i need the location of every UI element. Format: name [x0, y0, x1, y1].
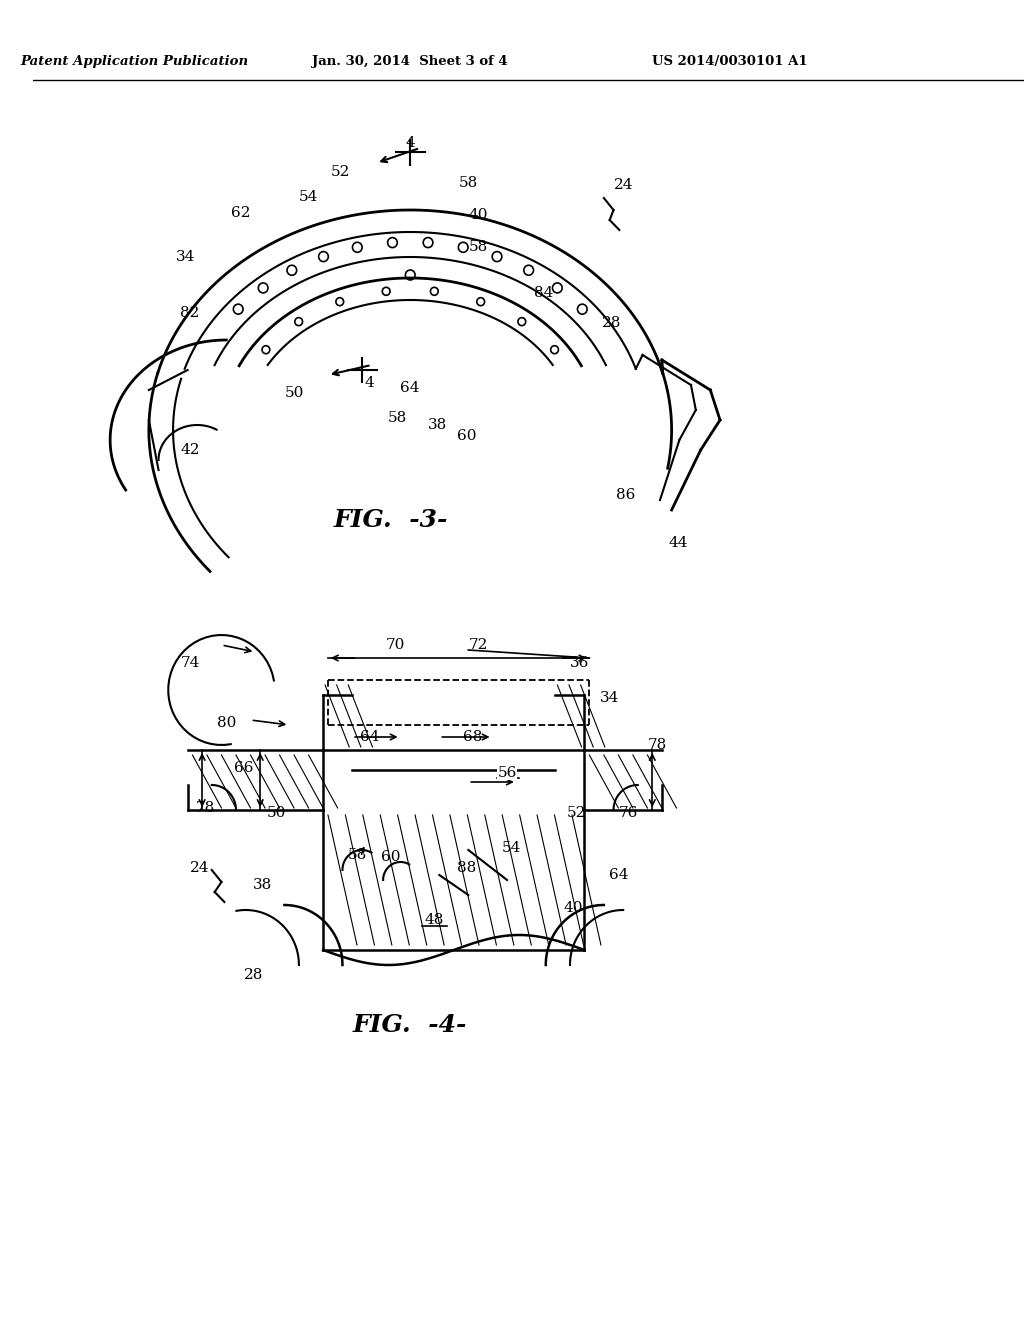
Text: 44: 44: [669, 536, 688, 550]
Text: 58: 58: [459, 176, 478, 190]
Text: 68: 68: [464, 730, 483, 744]
Text: 54: 54: [502, 841, 521, 855]
Text: 64: 64: [359, 730, 379, 744]
Text: 78: 78: [647, 738, 667, 752]
Text: 70: 70: [386, 638, 406, 652]
Text: 4: 4: [406, 136, 415, 150]
Text: Jan. 30, 2014  Sheet 3 of 4: Jan. 30, 2014 Sheet 3 of 4: [312, 55, 508, 69]
Text: 54: 54: [299, 190, 318, 205]
Text: 4: 4: [365, 376, 375, 389]
Text: 76: 76: [618, 807, 638, 820]
Text: 50: 50: [267, 807, 287, 820]
Text: 72: 72: [468, 638, 487, 652]
Text: 50: 50: [285, 385, 304, 400]
Text: 74: 74: [181, 656, 200, 671]
Text: 58: 58: [347, 847, 367, 862]
Text: 36: 36: [570, 656, 590, 671]
Text: 82: 82: [180, 306, 200, 319]
Text: 86: 86: [616, 488, 636, 502]
Text: 58: 58: [388, 411, 408, 425]
Text: 64: 64: [400, 381, 420, 395]
Text: 64: 64: [608, 869, 628, 882]
Text: 40: 40: [563, 902, 583, 915]
Text: 52: 52: [567, 807, 587, 820]
Text: 66: 66: [233, 762, 254, 775]
Text: FIG.  -4-: FIG. -4-: [353, 1012, 467, 1038]
Text: 80: 80: [217, 715, 236, 730]
Text: 58: 58: [468, 240, 487, 253]
Text: 24: 24: [613, 178, 633, 191]
Text: 28: 28: [244, 968, 263, 982]
Text: US 2014/0030101 A1: US 2014/0030101 A1: [652, 55, 808, 69]
Text: 42: 42: [180, 444, 201, 457]
Text: 78: 78: [196, 801, 215, 814]
Text: 84: 84: [535, 286, 554, 300]
Text: 60: 60: [381, 850, 400, 865]
Text: Patent Application Publication: Patent Application Publication: [20, 55, 249, 69]
Text: 24: 24: [190, 861, 210, 875]
Text: 88: 88: [457, 861, 476, 875]
Text: 48: 48: [425, 913, 444, 927]
Text: 56: 56: [498, 766, 517, 780]
Text: 40: 40: [468, 209, 487, 222]
Text: 28: 28: [602, 315, 622, 330]
Text: 34: 34: [600, 690, 620, 705]
Text: 38: 38: [428, 418, 446, 432]
Text: 62: 62: [231, 206, 251, 220]
Text: 38: 38: [253, 878, 271, 892]
Text: 52: 52: [331, 165, 350, 180]
Text: 34: 34: [176, 249, 196, 264]
Text: FIG.  -3-: FIG. -3-: [334, 508, 449, 532]
Text: 60: 60: [457, 429, 476, 444]
